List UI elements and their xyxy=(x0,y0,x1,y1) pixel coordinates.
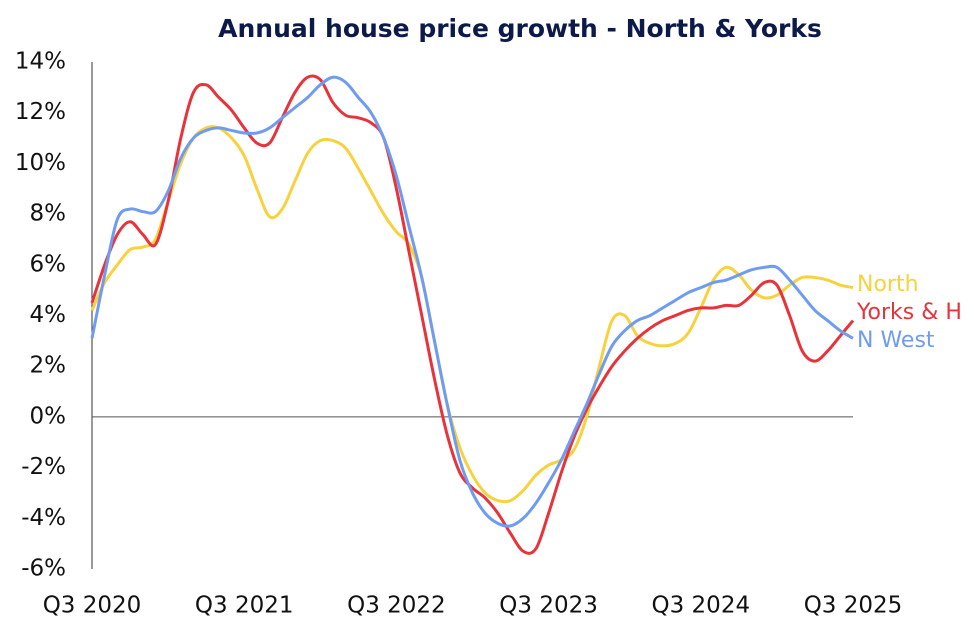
chart-title: Annual house price growth - North & York… xyxy=(218,14,822,43)
y-tick-label: -2% xyxy=(21,454,66,480)
y-tick-label: 8% xyxy=(30,201,67,227)
x-tick-label: Q3 2025 xyxy=(804,593,903,619)
y-tick-label: -4% xyxy=(21,505,66,531)
series-line xyxy=(90,125,854,504)
y-tick-label: 4% xyxy=(30,302,67,328)
y-tick-label: 2% xyxy=(30,353,67,379)
legend-label: North xyxy=(857,272,919,297)
y-tick-label: -6% xyxy=(21,556,66,582)
x-tick-label: Q3 2024 xyxy=(652,593,751,619)
x-tick-label: Q3 2022 xyxy=(347,593,446,619)
y-tick-label: 6% xyxy=(30,251,67,277)
y-tick-label: 14% xyxy=(15,49,66,75)
y-tick-label: 10% xyxy=(15,150,66,176)
x-tick-label: Q3 2020 xyxy=(43,593,142,619)
series-line xyxy=(90,75,854,528)
x-tick-label: Q3 2021 xyxy=(195,593,294,619)
y-tick-label: 12% xyxy=(15,99,66,125)
legend-label: Yorks & H xyxy=(856,300,962,325)
x-tick-label: Q3 2023 xyxy=(499,593,598,619)
legend-label: N West xyxy=(857,328,935,353)
series-line xyxy=(90,74,855,555)
y-tick-label: 0% xyxy=(30,403,67,429)
